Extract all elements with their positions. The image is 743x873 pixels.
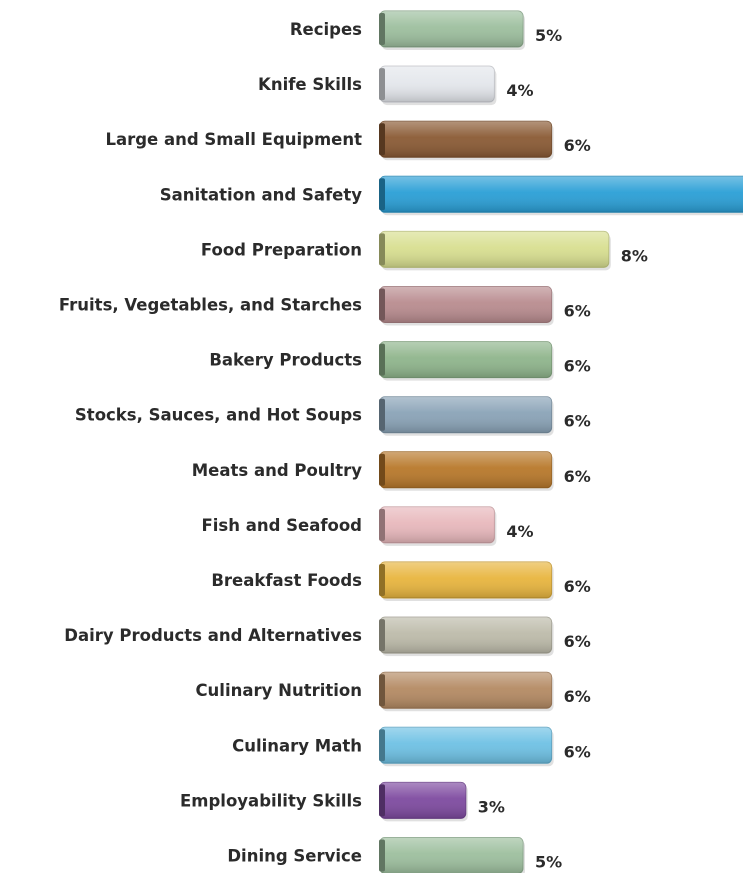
bar-gloss [380, 66, 495, 103]
value-label: 6% [564, 357, 591, 376]
bar-edge [379, 68, 385, 101]
value-label: 6% [564, 302, 591, 321]
value-label: 6% [564, 632, 591, 651]
category-label: Sanitation and Safety [160, 185, 363, 204]
bar-edge [379, 398, 385, 431]
bar-edge [379, 233, 385, 266]
value-label: 5% [535, 853, 562, 872]
bar-gloss [380, 672, 552, 709]
bar-edge [379, 729, 385, 762]
bar-gloss [380, 341, 552, 378]
bar-gloss [380, 782, 466, 819]
category-label: Dining Service [227, 847, 362, 866]
category-label: Employability Skills [180, 791, 362, 810]
category-label: Food Preparation [201, 240, 362, 259]
category-label: Fish and Seafood [201, 516, 362, 535]
category-label: Culinary Math [232, 736, 362, 755]
bar-edge [379, 343, 385, 376]
bar-edge [379, 453, 385, 486]
category-label: Culinary Nutrition [195, 681, 362, 700]
bar-edge [379, 619, 385, 652]
value-label: 3% [478, 797, 505, 816]
category-label: Stocks, Sauces, and Hot Soups [75, 406, 362, 425]
bar-edge [379, 288, 385, 321]
value-label: 6% [564, 412, 591, 431]
value-label: 8% [621, 246, 648, 265]
bar-edge [379, 123, 385, 156]
bar-gloss [380, 11, 523, 47]
bar-edge [379, 564, 385, 596]
bar-gloss [380, 562, 552, 598]
bar-gloss [380, 176, 743, 213]
bar-gloss [380, 506, 495, 543]
category-label: Large and Small Equipment [105, 130, 362, 149]
bar-edge [379, 839, 385, 872]
bar-gloss [380, 451, 552, 488]
bar-edge [379, 508, 385, 541]
value-label: 4% [506, 522, 533, 541]
category-label: Breakfast Foods [211, 571, 362, 590]
bar-edge [379, 674, 385, 707]
category-label: Bakery Products [209, 351, 362, 370]
bar-gloss [380, 837, 523, 873]
bar-gloss [380, 396, 552, 433]
category-label: Dairy Products and Alternatives [64, 626, 362, 645]
bar-gloss [380, 231, 609, 268]
value-label: 4% [506, 81, 533, 100]
value-label: 5% [535, 26, 562, 45]
value-label: 6% [564, 687, 591, 706]
value-label: 6% [564, 467, 591, 486]
bar-gloss [380, 727, 552, 764]
category-label: Recipes [290, 20, 362, 39]
value-label: 6% [564, 577, 591, 596]
bars-group: Recipes 5% Knife Skills 4% Large and Small E… [59, 10, 743, 873]
category-label: Meats and Poultry [192, 461, 362, 480]
bar-edge [379, 13, 385, 45]
bar-edge [379, 178, 385, 211]
category-label: Knife Skills [258, 75, 362, 94]
bar-gloss [380, 617, 552, 654]
bar-gloss [380, 286, 552, 323]
value-label: 6% [564, 136, 591, 155]
bar-gloss [380, 121, 552, 158]
category-label: Fruits, Vegetables, and Starches [59, 296, 362, 315]
bar-edge [379, 784, 385, 817]
value-label: 6% [564, 742, 591, 761]
